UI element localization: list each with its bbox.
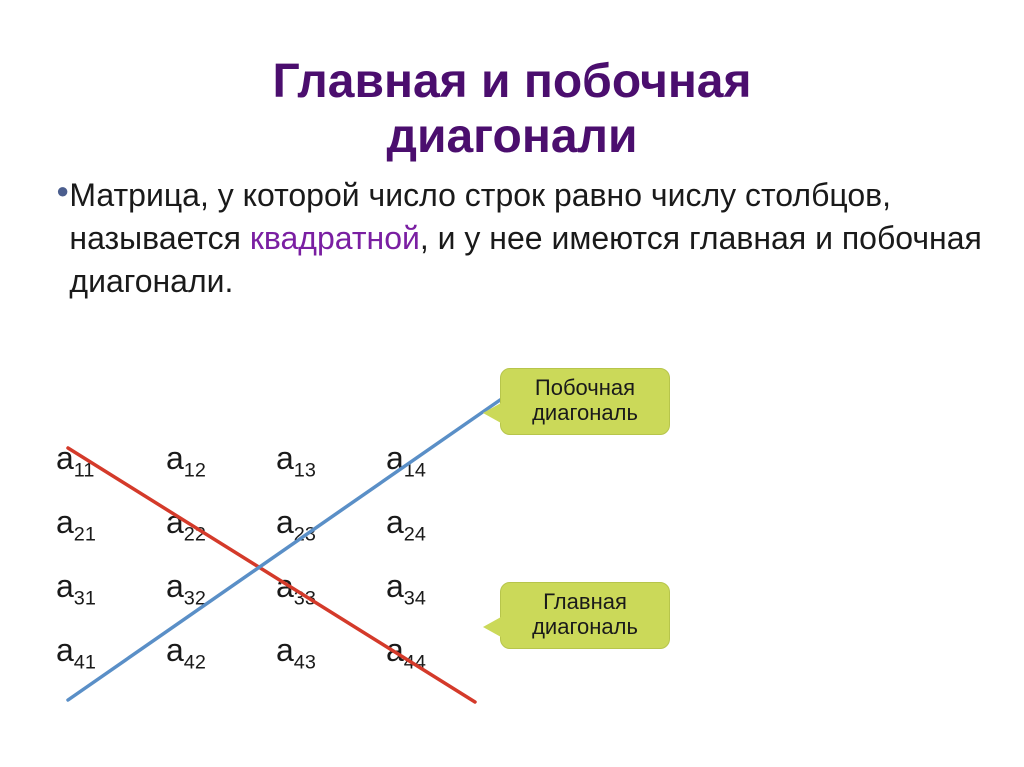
matrix-cell: a31 (56, 568, 166, 628)
matrix-base: a (276, 568, 294, 604)
matrix-base: a (166, 568, 184, 604)
bullet-icon: ● (56, 180, 69, 202)
matrix-cell: a44 (386, 632, 496, 692)
callout-anti-diagonal: Побочная диагональ (500, 368, 670, 435)
matrix-cell: a14 (386, 440, 496, 500)
matrix-subscript: 32 (184, 587, 206, 609)
matrix-cell: a34 (386, 568, 496, 628)
matrix-cell: a43 (276, 632, 386, 692)
matrix-subscript: 43 (294, 651, 316, 673)
matrix-base: a (276, 440, 294, 476)
matrix-subscript: 14 (404, 459, 426, 481)
matrix-cell: a32 (166, 568, 276, 628)
matrix-cell: a12 (166, 440, 276, 500)
matrix-subscript: 21 (74, 523, 96, 545)
matrix-base: a (56, 504, 74, 540)
matrix-subscript: 13 (294, 459, 316, 481)
matrix-row: a31a32a33a34 (56, 568, 496, 628)
matrix-cell: a41 (56, 632, 166, 692)
matrix-subscript: 31 (74, 587, 96, 609)
matrix-subscript: 22 (184, 523, 206, 545)
matrix-base: a (386, 632, 404, 668)
matrix-base: a (386, 440, 404, 476)
matrix-base: a (166, 440, 184, 476)
matrix-cell: a22 (166, 504, 276, 564)
matrix-subscript: 41 (74, 651, 96, 673)
callout-main-diagonal: Главная диагональ (500, 582, 670, 649)
matrix-subscript: 12 (184, 459, 206, 481)
matrix-subscript: 23 (294, 523, 316, 545)
matrix: a11a12a13a14a21a22a23a24a31a32a33a34a41a… (56, 440, 496, 696)
matrix-cell: a24 (386, 504, 496, 564)
definition-block: ● Матрица, у которой число строк равно ч… (56, 174, 986, 304)
matrix-base: a (166, 632, 184, 668)
matrix-cell: a42 (166, 632, 276, 692)
matrix-subscript: 24 (404, 523, 426, 545)
def-highlight: квадратной (250, 220, 420, 256)
matrix-subscript: 42 (184, 651, 206, 673)
matrix-cell: a33 (276, 568, 386, 628)
matrix-base: a (56, 568, 74, 604)
slide: Главная и побочная диагонали ● Матрица, … (0, 0, 1024, 767)
matrix-cell: a11 (56, 440, 166, 500)
matrix-base: a (166, 504, 184, 540)
matrix-base: a (56, 632, 74, 668)
matrix-base: a (386, 568, 404, 604)
definition-text: Матрица, у которой число строк равно чис… (69, 174, 986, 304)
matrix-base: a (56, 440, 74, 476)
matrix-subscript: 44 (404, 651, 426, 673)
matrix-subscript: 33 (294, 587, 316, 609)
matrix-cell: a21 (56, 504, 166, 564)
matrix-row: a21a22a23a24 (56, 504, 496, 564)
matrix-row: a11a12a13a14 (56, 440, 496, 500)
matrix-base: a (386, 504, 404, 540)
matrix-base: a (276, 632, 294, 668)
matrix-cell: a23 (276, 504, 386, 564)
matrix-cell: a13 (276, 440, 386, 500)
matrix-subscript: 11 (74, 459, 95, 481)
page-title: Главная и побочная диагонали (0, 54, 1024, 164)
matrix-base: a (276, 504, 294, 540)
matrix-subscript: 34 (404, 587, 426, 609)
matrix-row: a41a42a43a44 (56, 632, 496, 692)
